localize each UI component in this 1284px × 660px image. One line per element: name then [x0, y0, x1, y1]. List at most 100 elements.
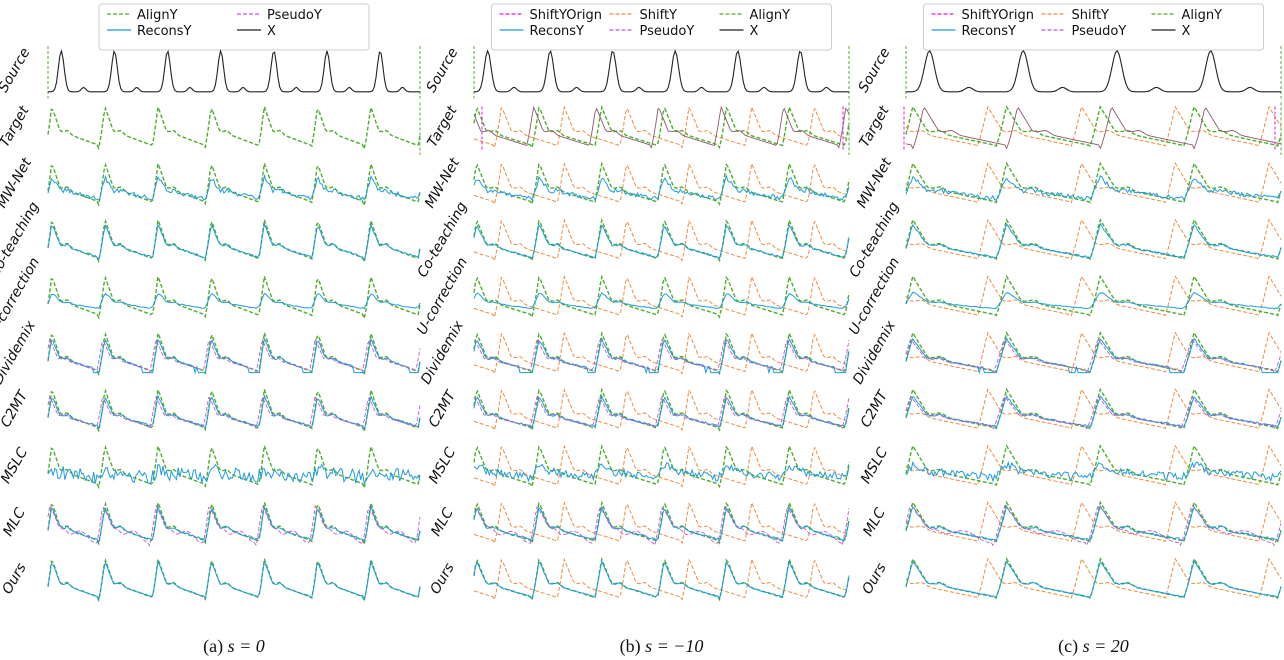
series-reconsy	[473, 462, 850, 483]
row-mlc: MLC	[428, 500, 850, 547]
caption-prefix: (c)	[1058, 636, 1082, 657]
series-aligny	[47, 387, 421, 434]
legend-label: ShiftY	[640, 8, 678, 23]
row-label: Ours	[427, 560, 457, 597]
row-label: C2MT	[858, 387, 892, 430]
series-reconsy	[905, 291, 1282, 310]
row-label: MLC	[860, 505, 889, 539]
panel-caption: (b) s = −10	[620, 636, 704, 657]
series-reconsy	[905, 336, 1282, 375]
series-shifty	[473, 557, 850, 601]
legend-label: AlignY	[1182, 8, 1223, 23]
row-label: Target	[857, 103, 893, 150]
series-aligny	[905, 444, 1282, 487]
caption-prefix: (b)	[620, 636, 646, 657]
series-aligny	[47, 104, 421, 152]
row-mlc: MLC	[860, 500, 1282, 547]
series-reconsy	[473, 223, 850, 260]
legend-label: AlignY	[137, 8, 178, 23]
row-label: Dividemix	[0, 318, 39, 387]
row-dividemix: Dividemix	[418, 318, 850, 387]
row-target: Target	[0, 102, 421, 155]
row-source: Source	[0, 45, 421, 99]
series-shifty	[905, 162, 1282, 204]
row-label: C2MT	[426, 387, 460, 430]
row-label: Source	[856, 45, 894, 95]
row-co-teaching: Co-teaching	[415, 199, 850, 280]
row-c2mt: C2MT	[0, 387, 421, 434]
row-co-teaching: Co-teaching	[0, 199, 421, 280]
series-reconsy	[473, 336, 850, 375]
legend-label: ReconsY	[137, 24, 192, 39]
row-co-teaching: Co-teaching	[847, 199, 1282, 280]
legend: ShiftYOrign ShiftY AlignY ReconsY PseudoY X	[491, 3, 832, 51]
series-reconsy	[47, 173, 421, 201]
row-mslc: MSLC	[0, 443, 421, 491]
row-mlc: MLC	[0, 500, 421, 547]
series-pseudoy	[473, 505, 850, 547]
series-pseudoy	[905, 396, 1282, 430]
series-shifty	[473, 501, 850, 545]
series-reconsy	[905, 222, 1282, 260]
row-u-correction: U-correction	[846, 255, 1282, 338]
series-shifty	[905, 501, 1282, 543]
panel-3: ShiftYOrign ShiftY AlignY ReconsY PseudoY X So…	[846, 3, 1282, 657]
legend-label: X	[1182, 24, 1191, 39]
caption-prefix: (a)	[203, 636, 227, 657]
row-ours: Ours	[0, 556, 421, 604]
series-shifty	[905, 105, 1282, 147]
legend-label: AlignY	[750, 8, 791, 23]
row-label: Source	[424, 45, 462, 95]
row-mslc: MSLC	[858, 444, 1282, 487]
series-aligny	[47, 274, 421, 321]
series-x	[48, 48, 420, 93]
series-pseudoy	[47, 394, 421, 430]
caption-math: s = 0	[228, 636, 265, 656]
caption-math: s = 20	[1083, 636, 1129, 656]
row-label: Ours	[0, 560, 30, 597]
series-reconsy	[905, 460, 1282, 483]
series-reconsy	[905, 505, 1282, 543]
panel-caption: (a) s = 0	[203, 636, 265, 657]
series-aligny	[905, 105, 1282, 148]
row-label: MLC	[428, 505, 457, 539]
panel-caption: (c) s = 20	[1058, 636, 1129, 657]
series-reconsy	[473, 560, 850, 601]
panel-2: ShiftYOrign ShiftY AlignY ReconsY PseudoY X So…	[414, 3, 850, 657]
legend-frame	[491, 3, 832, 51]
series-reconsy	[47, 337, 421, 375]
legend-label: ReconsY	[530, 24, 585, 39]
series-reconsy	[47, 559, 421, 602]
legend: AlignY PseudoY ReconsY X	[98, 3, 370, 51]
legend-label: X	[750, 24, 759, 39]
row-dividemix: Dividemix	[850, 318, 1282, 387]
row-label: MLC	[0, 505, 29, 539]
series-shifty	[905, 218, 1282, 260]
series-reconsy	[47, 292, 421, 310]
legend-label: PseudoY	[1072, 24, 1127, 39]
series-shifty	[905, 331, 1282, 373]
row-ours: Ours	[427, 556, 850, 602]
series-shifty	[905, 388, 1282, 430]
legend-label: PseudoY	[267, 8, 322, 23]
series-reconsy	[905, 175, 1282, 201]
series-aligny	[473, 104, 850, 150]
series-reconsy	[473, 105, 850, 149]
row-u-correction: U-correction	[0, 255, 421, 338]
row-label: Target	[425, 103, 461, 150]
series-shifty	[473, 388, 850, 432]
caption-math: s = −10	[645, 636, 703, 656]
series-aligny	[47, 330, 421, 378]
row-mslc: MSLC	[426, 443, 850, 489]
series-pseudoy	[473, 338, 850, 373]
series-aligny	[47, 217, 421, 265]
series-pseudoy	[905, 504, 1282, 547]
series-shifty	[473, 444, 850, 488]
row-label: Source	[0, 45, 34, 95]
row-mw-net: MW-Net	[854, 155, 1282, 211]
series-shifty	[473, 105, 850, 149]
row-c2mt: C2MT	[858, 387, 1282, 430]
row-c2mt: C2MT	[426, 387, 850, 432]
legend-label: ShiftY	[1072, 8, 1110, 23]
